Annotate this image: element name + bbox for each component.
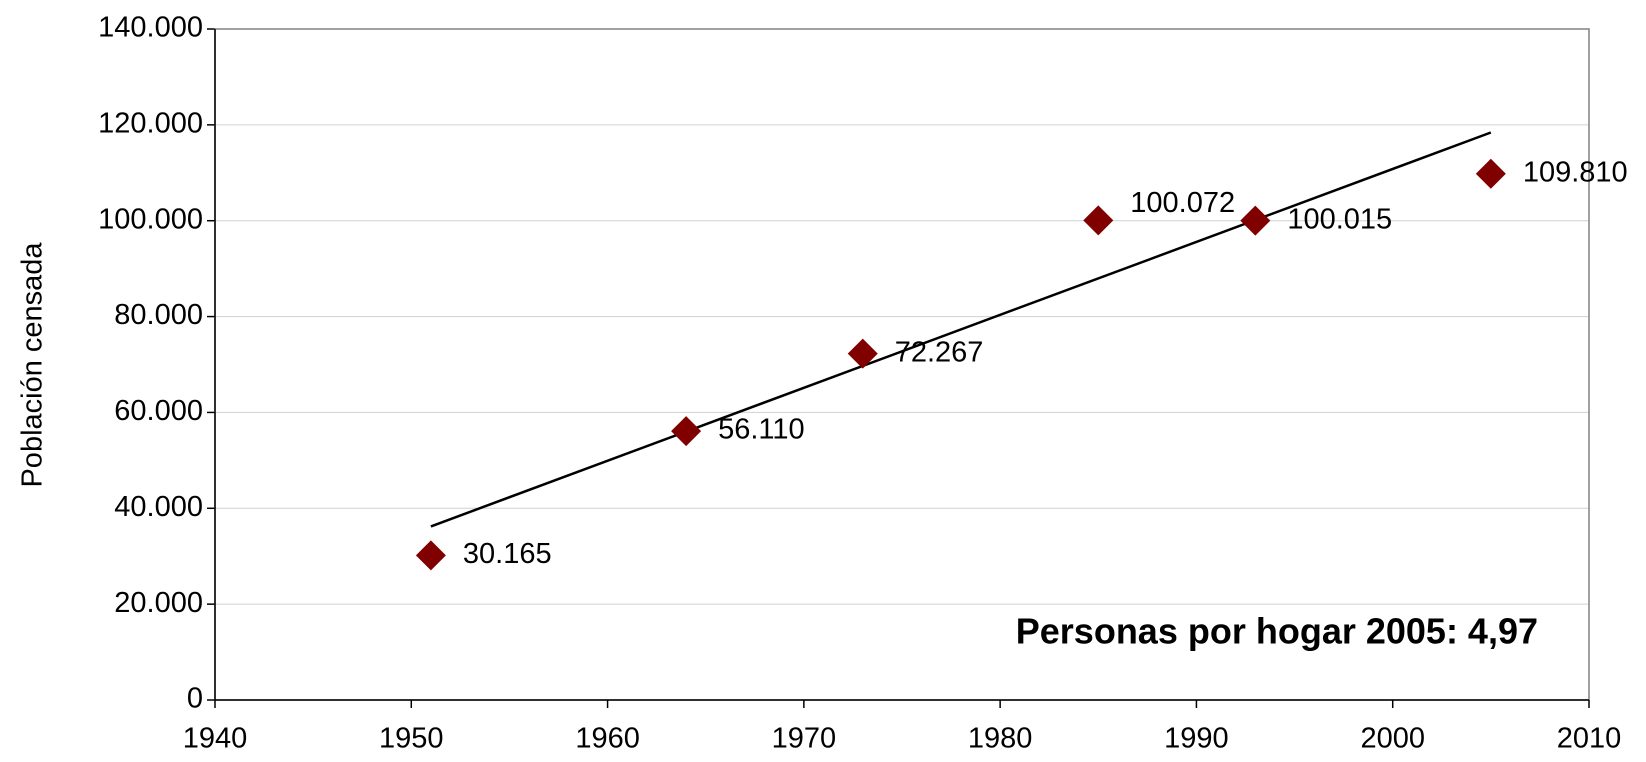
y-tick-label: 40.000 <box>114 491 203 523</box>
y-tick-label: 0 <box>187 683 203 715</box>
trendline <box>430 131 1492 528</box>
y-tick-label: 20.000 <box>114 587 203 619</box>
x-tick-label: 1970 <box>772 723 837 755</box>
data-label: 30.165 <box>463 538 552 570</box>
y-axis-label: Población censada <box>17 242 49 488</box>
x-tick-label: 1960 <box>575 723 640 755</box>
marker <box>1475 158 1506 189</box>
marker <box>1083 205 1114 236</box>
x-tick-label: 2000 <box>1360 723 1425 755</box>
data-label: 100.015 <box>1287 203 1392 235</box>
x-tick-label: 1940 <box>183 723 248 755</box>
y-tick-label: 60.000 <box>114 395 203 427</box>
annotation: Personas por hogar 2005: 4,97 <box>1016 611 1538 652</box>
marker <box>1240 205 1271 236</box>
marker <box>415 540 446 571</box>
data-label: 72.267 <box>895 336 984 368</box>
x-tick-label: 1990 <box>1164 723 1229 755</box>
y-tick-label: 140.000 <box>98 12 203 44</box>
data-label: 56.110 <box>718 414 805 446</box>
y-tick-label: 80.000 <box>114 299 203 331</box>
marker <box>671 416 702 447</box>
x-tick-label: 2010 <box>1557 723 1622 755</box>
data-label: 100.072 <box>1130 187 1235 219</box>
marker <box>847 338 878 369</box>
y-tick-label: 100.000 <box>98 203 203 235</box>
x-tick-label: 1980 <box>968 723 1033 755</box>
y-tick-label: 120.000 <box>98 108 203 140</box>
x-tick-label: 1950 <box>379 723 444 755</box>
data-label: 109.810 <box>1523 156 1628 188</box>
